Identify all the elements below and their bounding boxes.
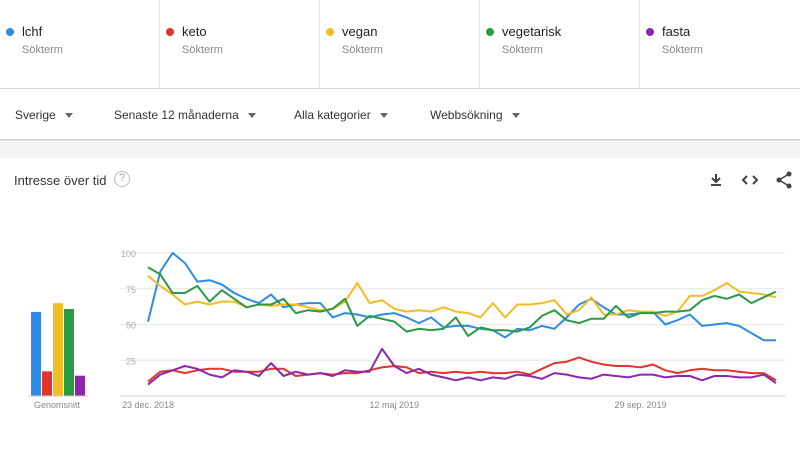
term-card-fasta[interactable]: fasta Sökterm: [640, 0, 800, 88]
term-card-vegetarisk[interactable]: vegetarisk Sökterm: [480, 0, 640, 88]
region-label: Sverige: [15, 108, 56, 122]
series-color-dot: [6, 28, 14, 36]
section-title: Intresse över tid: [14, 173, 107, 188]
term-card-vegan[interactable]: vegan Sökterm: [320, 0, 480, 88]
average-label: Genomsnitt: [34, 400, 81, 410]
y-tick-label: 75: [126, 285, 136, 295]
y-tick-label: 100: [121, 249, 136, 259]
y-tick-label: 50: [126, 321, 136, 331]
term-name: vegan: [342, 24, 378, 39]
series-color-dot: [486, 28, 494, 36]
time-range-label: Senaste 12 månaderna: [114, 108, 239, 122]
term-type: Sökterm: [662, 44, 703, 56]
search-type-label: Webbsökning: [430, 108, 503, 122]
term-type: Sökterm: [182, 44, 223, 56]
series-line-lchf: [147, 252, 776, 342]
time-range-dropdown[interactable]: Senaste 12 månaderna: [114, 108, 256, 122]
question-circle-icon[interactable]: ?: [114, 171, 130, 187]
x-tick-label: 12 maj 2019: [370, 400, 420, 410]
average-bar-vegan: [53, 303, 63, 396]
term-name: lchf: [22, 24, 43, 39]
y-tick-label: 25: [126, 356, 136, 366]
caret-down-icon: [247, 113, 256, 119]
series-color-dot: [326, 28, 334, 36]
term-type: Sökterm: [502, 44, 543, 56]
download-icon[interactable]: [706, 170, 726, 190]
term-card-keto[interactable]: keto Sökterm: [160, 0, 320, 88]
term-name: vegetarisk: [502, 24, 562, 39]
share-icon[interactable]: [774, 170, 794, 190]
term-type: Sökterm: [22, 44, 63, 56]
average-bar-fasta: [75, 375, 85, 396]
category-label: Alla kategorier: [294, 108, 371, 122]
caret-down-icon: [511, 113, 520, 119]
section-separator: [0, 141, 800, 158]
region-dropdown[interactable]: Sverige: [15, 108, 73, 122]
series-line-fasta: [147, 347, 777, 386]
term-type: Sökterm: [342, 44, 383, 56]
x-tick-label: 23 dec. 2018: [122, 400, 174, 410]
term-name: keto: [182, 24, 207, 39]
average-bar-lchf: [31, 311, 41, 396]
embed-code-icon[interactable]: [740, 170, 760, 190]
series-line-keto: [147, 356, 777, 383]
series-color-dot: [166, 28, 174, 36]
category-dropdown[interactable]: Alla kategorier: [294, 108, 388, 122]
average-bar-vegetarisk: [64, 309, 74, 396]
series-color-dot: [646, 28, 654, 36]
caret-down-icon: [379, 113, 388, 119]
series-line-vegetarisk: [147, 266, 777, 337]
x-tick-label: 29 sep. 2019: [615, 400, 667, 410]
filter-bar: Sverige Senaste 12 månaderna Alla katego…: [0, 89, 800, 140]
search-type-dropdown[interactable]: Webbsökning: [430, 108, 520, 122]
term-card-lchf[interactable]: lchf Sökterm: [0, 0, 160, 88]
search-terms-bar: lchf Sökterm keto Sökterm vegan Sökterm veg…: [0, 0, 800, 89]
series-line-vegan: [147, 275, 777, 319]
average-bar-keto: [42, 371, 52, 396]
caret-down-icon: [64, 113, 73, 119]
term-name: fasta: [662, 24, 691, 39]
